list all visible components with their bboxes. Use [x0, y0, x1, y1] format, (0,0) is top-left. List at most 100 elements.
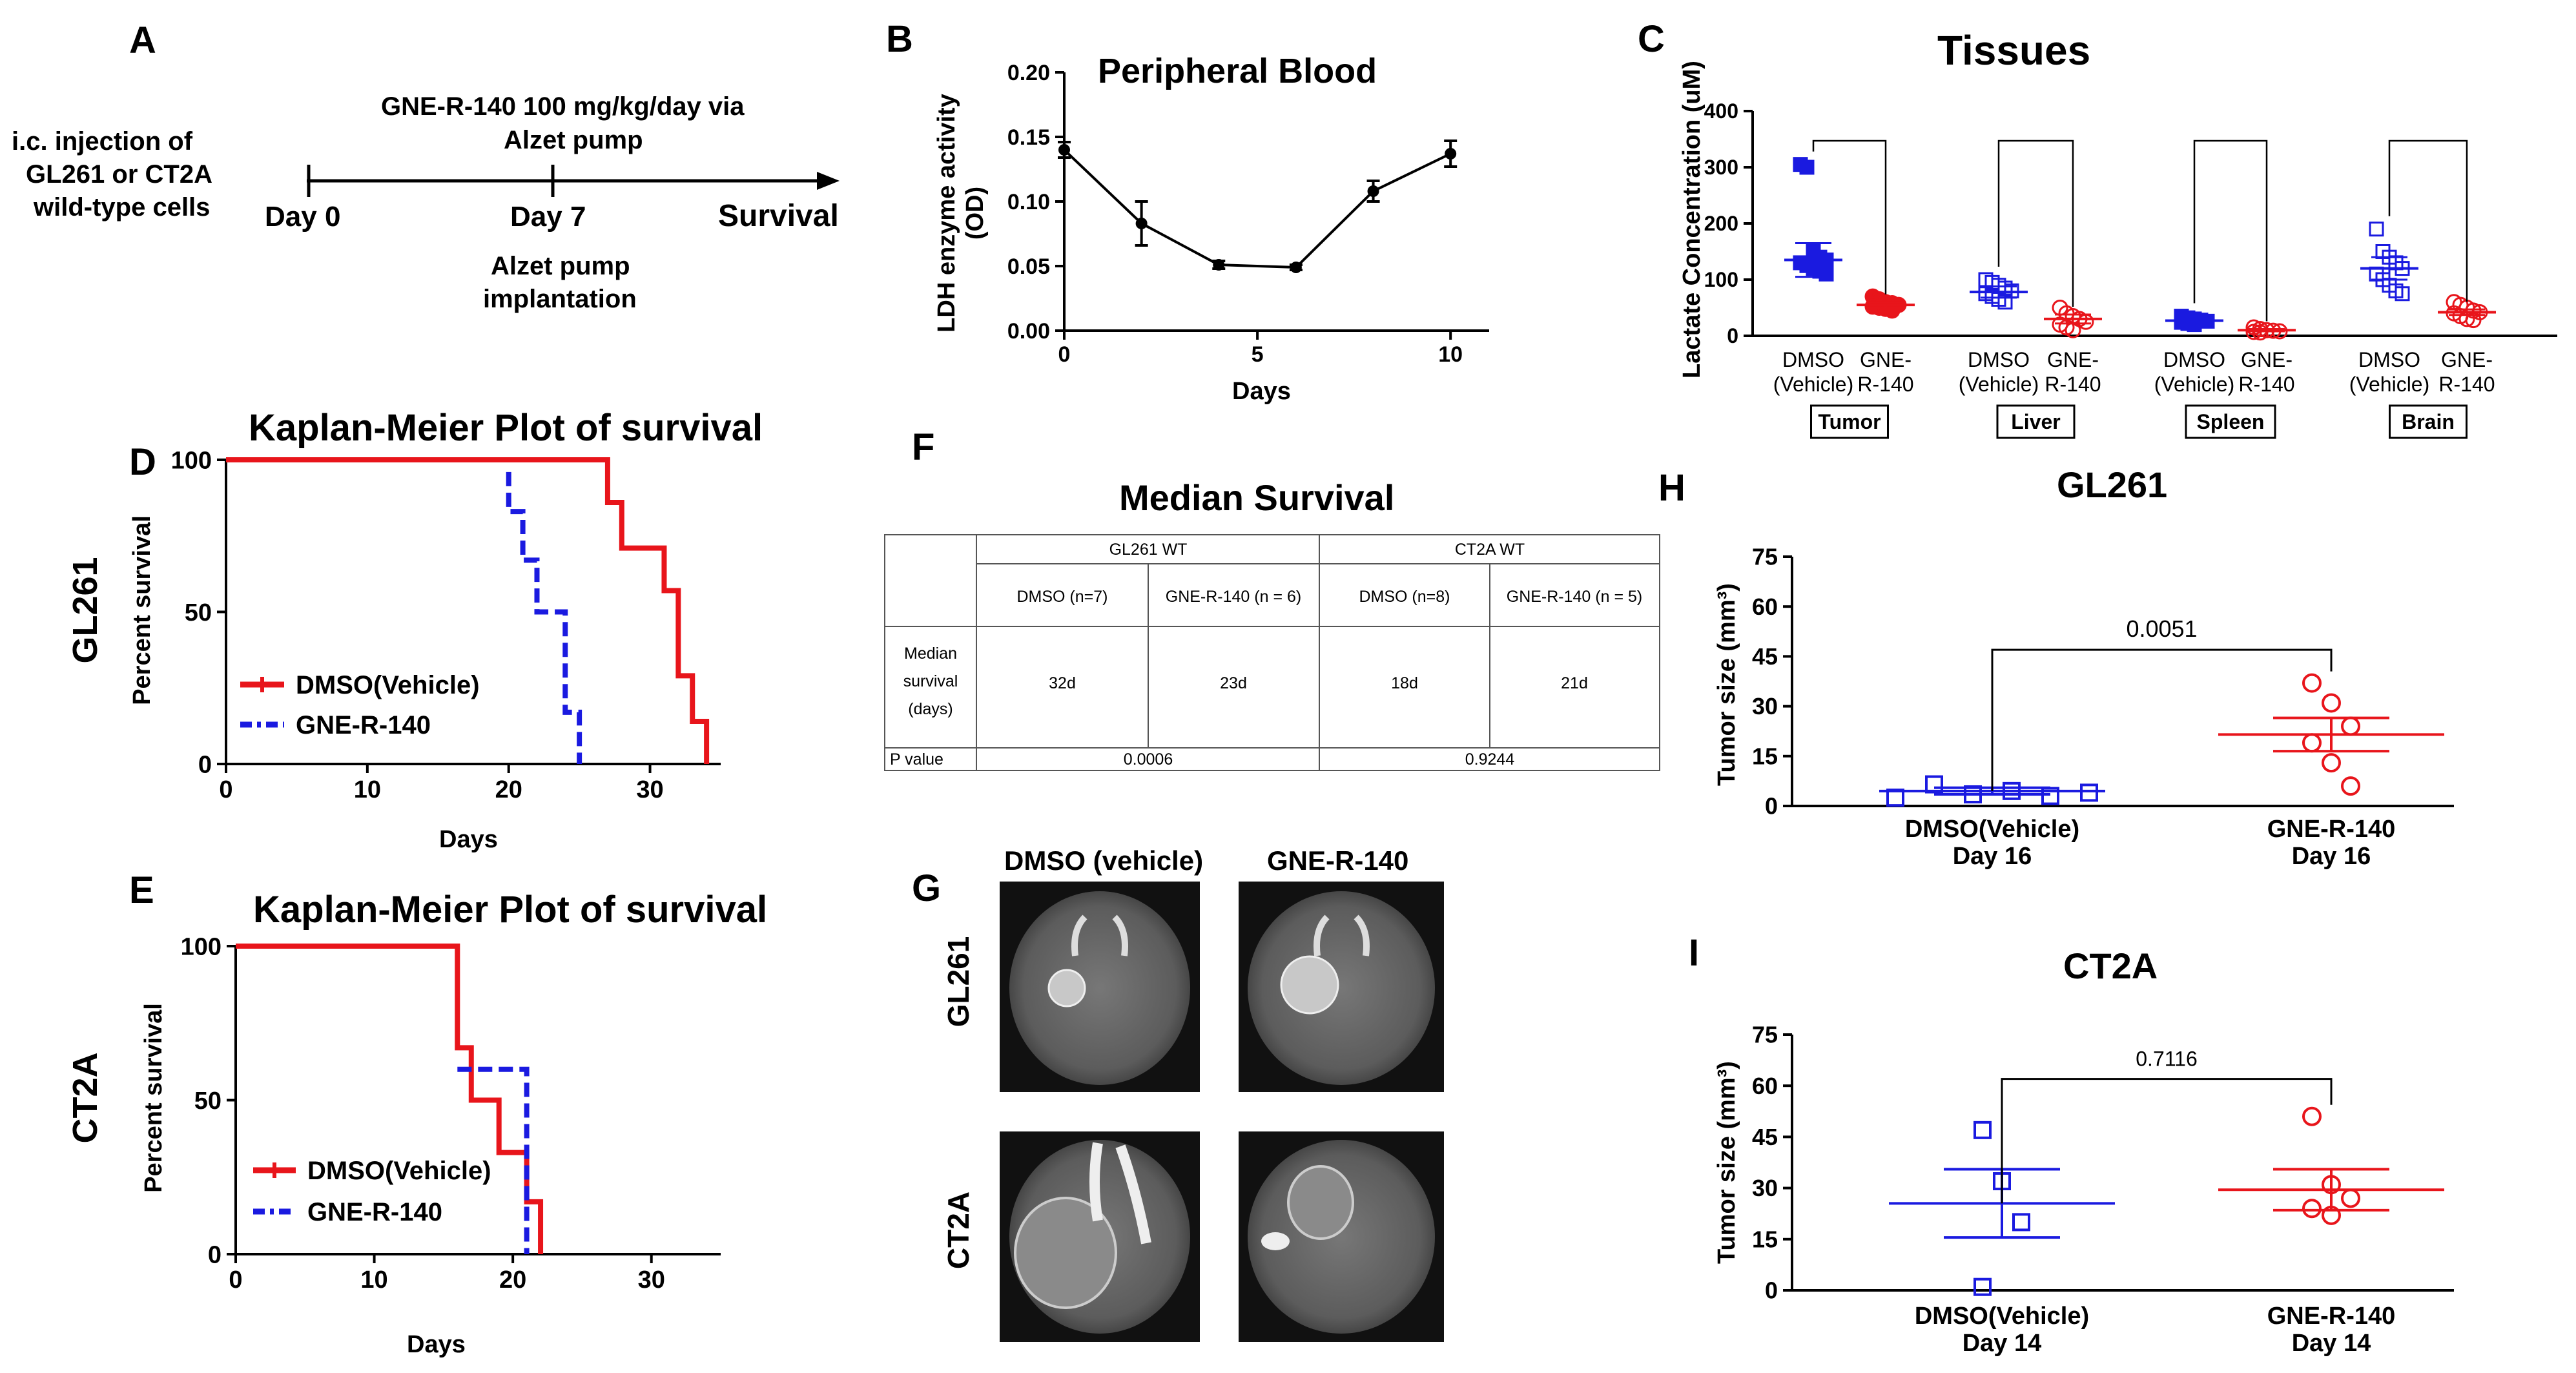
- panel-g: G DMSO (vehicle) GNE-R-140 GL261 CT2A: [912, 845, 1444, 1342]
- mri-tumor: [1287, 1165, 1354, 1240]
- data-point: [2322, 1175, 2341, 1195]
- chart-i-ylabel-text: Tumor size (mm³): [1713, 1061, 1740, 1264]
- group-box: [1810, 404, 1889, 439]
- panel-d: D Kaplan-Meier Plot of survival GL261 Pe…: [66, 407, 763, 853]
- data-point: [1290, 262, 1302, 273]
- table-subheader-1: DMSO (n=7): [1016, 588, 1108, 606]
- data-point: [2341, 1188, 2360, 1208]
- group-label: Liver: [2011, 410, 2060, 433]
- chart-d-ylabel: Percent survival: [129, 515, 156, 705]
- chart-i-title: CT2A: [2063, 945, 2158, 986]
- chart-i-xcat2-line2: Day 14: [2292, 1330, 2371, 1357]
- mri-image-gl261-gne: [1239, 882, 1444, 1092]
- survival-curve-dmso: [226, 457, 710, 764]
- chart-h-xcat1-line1: DMSO(Vehicle): [1905, 816, 2079, 843]
- x-category-label: GNE-: [1860, 348, 1911, 371]
- mri-row-label-ct2a-text: CT2A: [942, 1192, 975, 1269]
- chart-c-plot: 0100200300400DMSO(Vehicle)GNE-R-140Tumor…: [1704, 99, 2557, 439]
- chart-d-plot: 0 50 100 0 10 20 30: [171, 447, 721, 803]
- x-category-label: (Vehicle): [1959, 373, 2039, 396]
- x-category-label: R-140: [1857, 373, 1913, 396]
- y-tick-label: 0.15: [1007, 125, 1050, 150]
- data-point: [1799, 160, 1815, 175]
- data-point: [2341, 776, 2360, 796]
- x-tick-label: 20: [499, 1266, 526, 1294]
- chart-d-legend: DMSO(Vehicle) GNE-R-140: [240, 671, 480, 739]
- chart-b-ylabel: LDH enzyme activity (OD): [933, 94, 989, 333]
- significance-bracket: [2388, 139, 2468, 302]
- group-box: [2185, 404, 2276, 439]
- significance-bracket: [2193, 139, 2268, 322]
- y-tick-label: 100: [171, 447, 212, 474]
- y-tick-label: 30: [1752, 1175, 1778, 1201]
- y-tick-label: 75: [1752, 544, 1778, 570]
- data-point: [1925, 775, 1943, 794]
- x-category-label: DMSO: [1968, 348, 2030, 371]
- panel-i: I CT2A Tumor size (mm³) DMSO(Vehicle) Da…: [1689, 932, 2454, 1357]
- x-category-label: R-140: [2045, 373, 2101, 396]
- chart-e-row-label: CT2A: [66, 1052, 105, 1143]
- significance-bracket: [1812, 139, 1887, 294]
- data-point: [2302, 733, 2322, 753]
- data-point: [2302, 1199, 2322, 1219]
- chart-d-row-label: GL261: [66, 557, 105, 663]
- y-tick-label: 60: [1752, 1073, 1778, 1099]
- mri-brain: [1009, 891, 1190, 1085]
- mri-row-label-gl261: GL261: [942, 936, 975, 1027]
- panel-a: A i.c. injection of GL261 or CT2A wild-t…: [12, 19, 840, 313]
- chart-e-ylabel-text: Percent survival: [140, 1003, 167, 1193]
- y-tick-label: 0.10: [1007, 190, 1050, 214]
- x-category-label: GNE-: [2047, 348, 2099, 371]
- panel-a-left-text-1: i.c. injection of: [12, 127, 193, 156]
- panel-letter-i: I: [1689, 932, 1699, 974]
- panel-a-bottom-text-2: implantation: [483, 285, 637, 313]
- legend-e-dmso-label: DMSO(Vehicle): [307, 1157, 491, 1185]
- panel-f: F Median Survival GL261 WT CT2A WT DMSO …: [884, 426, 1660, 771]
- mri-col-label-gne: GNE-R-140: [1267, 845, 1408, 876]
- panel-letter-f: F: [912, 426, 934, 468]
- mri-ventricle: [1071, 914, 1087, 956]
- x-category-label: DMSO: [2358, 348, 2420, 371]
- panel-c: C Tissues Lactate Concentration (uM) 0 10…: [1638, 18, 2557, 439]
- y-tick-label: 60: [1752, 594, 1778, 620]
- data-point: [1973, 1277, 1992, 1296]
- x-category-label: (Vehicle): [2349, 373, 2430, 396]
- chart-h-ylabel-text: Tumor size (mm³): [1713, 583, 1740, 786]
- legend-d-gne-label: GNE-R-140: [296, 711, 431, 739]
- mri-tumor: [1280, 955, 1339, 1015]
- chart-d-ylabel-text: Percent survival: [129, 515, 156, 705]
- significance-bracket: [2001, 1078, 2333, 1204]
- table-row2-label: P value: [890, 750, 943, 769]
- x-tick-label: 20: [495, 776, 522, 803]
- y-tick-label: 0: [1765, 793, 1778, 820]
- panel-a-left-text-3: wild-type cells: [33, 193, 210, 222]
- y-tick-label: 45: [1752, 1124, 1778, 1150]
- mri-image-gl261-dmso: [1000, 882, 1200, 1092]
- timeline-day7-label: Day 7: [510, 201, 586, 232]
- data-point: [2012, 1213, 2030, 1232]
- chart-d-row-label-text: GL261: [66, 557, 105, 663]
- survival-curve-dmso: [236, 944, 544, 1254]
- chart-e-title: Kaplan-Meier Plot of survival: [253, 889, 767, 931]
- group-label: Spleen: [2197, 410, 2265, 433]
- x-tick-label: 10: [1438, 342, 1463, 367]
- chart-b-ylabel-line2: (OD): [962, 187, 989, 240]
- mri-ventricle: [1354, 914, 1370, 956]
- table-cell-gl261-dmso: 32d: [1049, 674, 1076, 692]
- p-value-label: 0.7116: [2136, 1048, 2198, 1071]
- y-tick-label: 300: [1704, 156, 1738, 179]
- y-tick-label: 0: [1727, 324, 1738, 347]
- chart-i-ylabel: Tumor size (mm³): [1713, 1061, 1740, 1264]
- panel-a-left-text-2: GL261 or CT2A: [26, 160, 212, 189]
- x-category-label: (Vehicle): [1773, 373, 1854, 396]
- data-point: [2252, 324, 2269, 341]
- mri-row-label-ct2a: CT2A: [942, 1192, 975, 1269]
- chart-h-ylabel: Tumor size (mm³): [1713, 583, 1740, 786]
- group-label: Brain: [2402, 410, 2455, 433]
- panel-letter-a: A: [129, 19, 156, 61]
- mri-tumor: [1047, 969, 1086, 1007]
- table-pvalue-gl261: 0.0006: [1124, 750, 1173, 769]
- data-point: [2395, 286, 2410, 302]
- median-survival-table: GL261 WT CT2A WT DMSO (n=7) GNE-R-140 (n…: [884, 534, 1660, 771]
